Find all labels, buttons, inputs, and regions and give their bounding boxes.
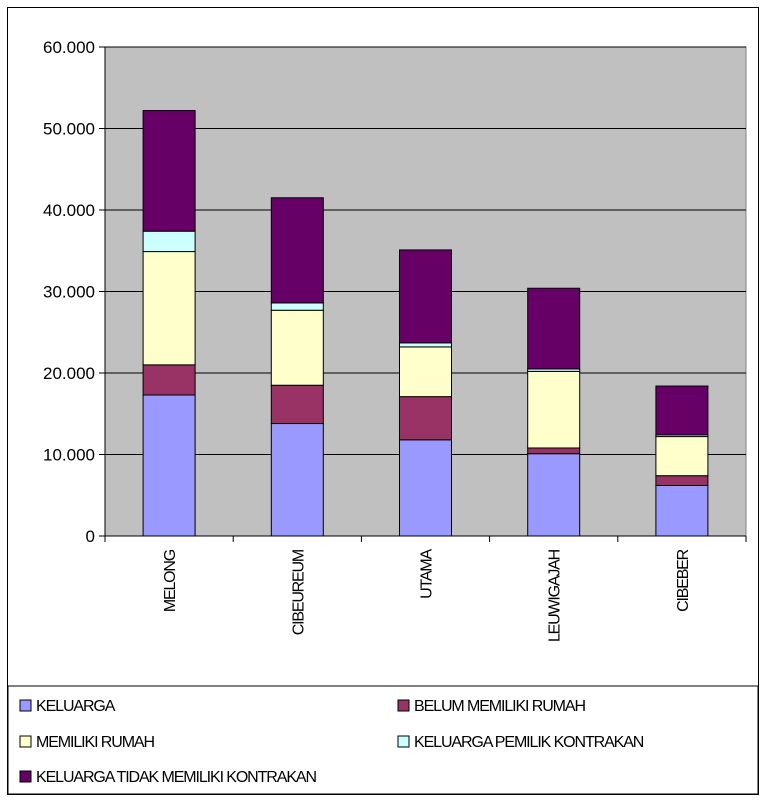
bar-segment-3 — [142, 251, 196, 366]
x-tick-label: CIBEUREUM — [290, 549, 307, 635]
legend-entry: KELUARGA — [36, 698, 116, 715]
y-tick-label: 30.000 — [43, 283, 95, 302]
x-tick-label: MELONG — [162, 549, 179, 612]
y-tick-labels: 0 10.000 20.000 30.000 40.000 50.000 60.000 — [43, 38, 95, 546]
bar-segment-2 — [655, 475, 709, 486]
legend-swatch — [19, 735, 32, 748]
legend-entry: MEMILIKI RUMAH — [36, 734, 154, 751]
x-tick-label: CIBEBER — [675, 549, 692, 611]
bar-segment-1 — [527, 453, 581, 537]
legend-swatch — [19, 770, 32, 783]
bar-segment-2 — [527, 447, 581, 455]
bar-segment-2 — [142, 364, 196, 396]
legend-entry: KELUARGA PEMILIK KONTRAKAN — [414, 734, 644, 751]
bar-segment-5 — [399, 249, 452, 344]
bar-segment-2 — [270, 384, 324, 425]
x-tick-label: LEUWIGAJAH — [547, 549, 564, 642]
bars — [142, 110, 709, 537]
bar-segment-1 — [142, 394, 196, 537]
bar-segment-4 — [399, 342, 452, 348]
y-tick-label: 20.000 — [43, 364, 95, 383]
bar-segment-1 — [399, 439, 452, 537]
bar-segment-4 — [142, 230, 196, 253]
bar-segment-5 — [527, 287, 581, 370]
legend: KELUARGA BELUM MEMILIKI RUMAH MEMILIKI RUM… — [19, 698, 645, 786]
legend-swatch — [397, 735, 410, 748]
bar-segment-5 — [270, 197, 324, 304]
y-tick-label: 0 — [86, 527, 95, 546]
legend-swatch — [397, 699, 410, 712]
bar-segment-3 — [399, 346, 452, 398]
y-tick-label: 10.000 — [43, 446, 95, 465]
bar-segment-1 — [655, 484, 709, 537]
bar-segment-5 — [142, 110, 196, 232]
bar-segment-3 — [270, 309, 324, 386]
y-tick-label: 50.000 — [43, 120, 95, 139]
x-tick-labels: MELONG CIBEUREUM UTAMA LEUWIGAJAH CIBEBER — [162, 548, 692, 642]
bar-segment-3 — [655, 436, 709, 477]
axes — [99, 46, 747, 542]
bar-segment-5 — [655, 385, 709, 436]
bar-segment-1 — [270, 423, 324, 537]
y-tick-label: 60.000 — [43, 38, 95, 57]
y-tick-label: 40.000 — [43, 201, 95, 220]
legend-entry: KELUARGA TIDAK MEMILIKI KONTRAKAN — [36, 769, 316, 786]
legend-swatch — [19, 699, 32, 712]
x-tick-label: UTAMA — [419, 548, 436, 598]
legend-box — [7, 685, 759, 795]
bar-segment-2 — [399, 396, 452, 441]
bar-segment-3 — [527, 370, 581, 449]
bar-segment-4 — [270, 302, 324, 311]
legend-entry: BELUM MEMILIKI RUMAH — [414, 698, 585, 715]
